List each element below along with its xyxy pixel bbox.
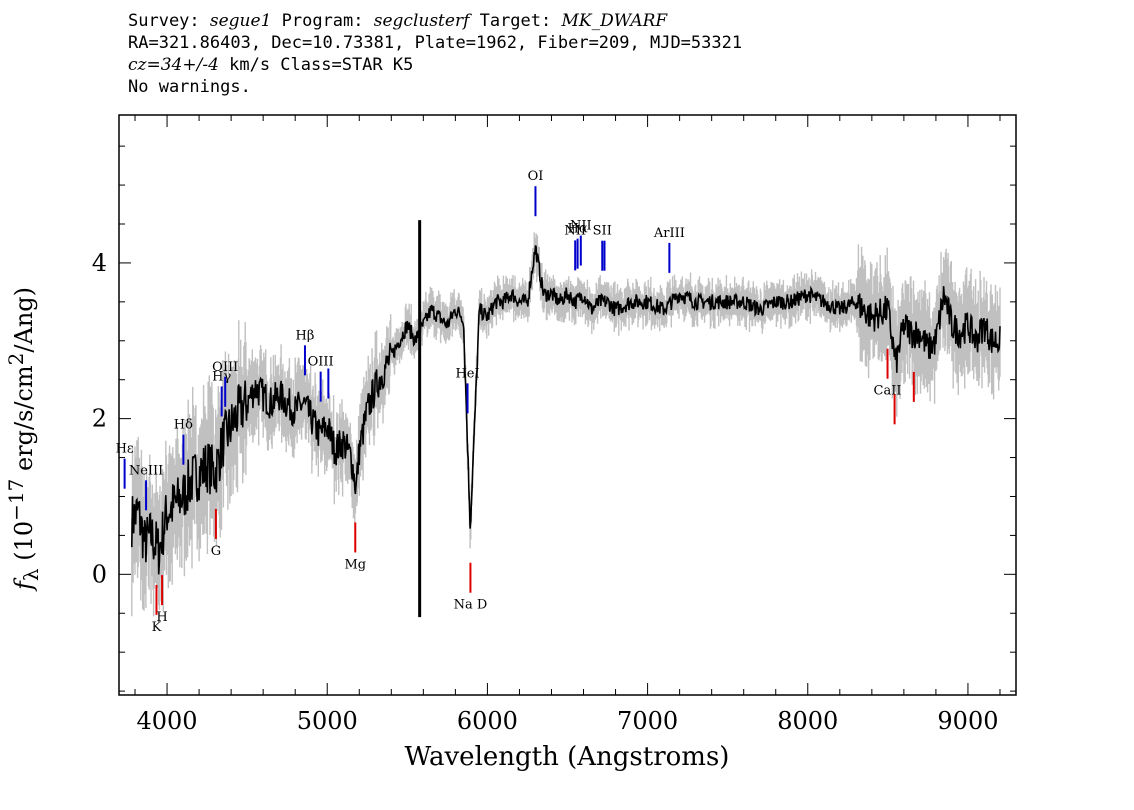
class-value: km/s Class=STAR K5 [218,55,414,75]
line-label-16: K [152,620,162,635]
x-tick-label-6000: 6000 [457,707,518,735]
y-tick-label-0: 0 [92,560,107,588]
line-label-12: NII [570,219,592,234]
line-label-19: Mg [344,557,366,572]
line-label-17: H [156,610,167,625]
line-label-4: OIII [212,360,238,375]
survey-label: Survey: [128,11,210,31]
plot-frame [118,114,1017,696]
line-label-5: Hβ [296,328,315,343]
x-tick-label-9000: 9000 [937,707,998,735]
x-axis-label: Wavelength (Angstroms) [404,742,730,772]
line-label-2: Hδ [174,418,193,433]
line-label-0: Hε [116,442,134,457]
header-line-survey: Survey: segue1 Program: segclusterf Targ… [128,10,742,32]
spectrum-header: Survey: segue1 Program: segclusterf Targ… [128,10,742,98]
line-label-20: Na D [454,598,488,613]
header-line-redshift: cz=34+/-4 km/s Class=STAR K5 [128,54,742,76]
y-axis-label: fλ (10−17 erg/s/cm2/Ang) [4,286,43,590]
line-label-21: CaII [874,384,902,399]
line-label-13: SII [593,224,612,239]
line-label-1: NeIII [129,463,163,478]
line-label-8: HeI [455,366,479,381]
header-line-warnings: No warnings. [128,77,251,97]
x-tick-label-8000: 8000 [777,707,838,735]
target-value: MK_DWARF [561,11,668,31]
line-label-15: ArIII [653,226,685,241]
x-tick-label-5000: 5000 [297,707,358,735]
x-tick-label-7000: 7000 [617,707,678,735]
y-tick-label-4: 4 [92,249,107,277]
line-label-6: OIII [308,355,334,370]
line-label-9: OI [528,169,544,184]
header-line-coordinates: RA=321.86403, Dec=10.73381, Plate=1962, … [128,33,743,53]
line-label-3: Hγ [212,369,231,384]
program-value: segclusterf [373,11,470,31]
survey-value: segue1 [209,11,272,31]
program-label: Program: [271,11,374,31]
line-label-10: NII [564,223,586,238]
line-label-18: G [211,544,221,559]
redshift-value: cz=34+/-4 [128,55,219,75]
line-label-11: Hα [568,222,588,237]
target-label: Target: [469,11,562,31]
spectrum-line [131,245,1001,575]
y-tick-label-2: 2 [92,405,107,433]
x-tick-label-4000: 4000 [137,707,198,735]
